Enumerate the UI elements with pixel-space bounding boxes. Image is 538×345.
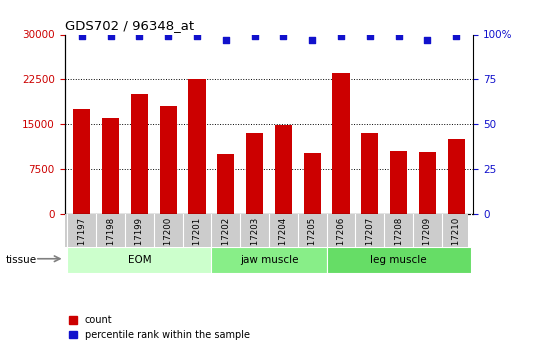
- Bar: [303, 153, 321, 214]
- Bar: [102, 118, 119, 214]
- Point: [250, 33, 259, 39]
- Point: [279, 33, 288, 39]
- Point: [135, 33, 144, 39]
- Bar: [246, 133, 263, 214]
- Bar: [73, 109, 90, 214]
- Text: EOM: EOM: [128, 255, 151, 265]
- Text: GSM17197: GSM17197: [77, 217, 86, 264]
- Point: [452, 33, 461, 39]
- Point: [337, 33, 345, 39]
- Bar: [217, 154, 235, 214]
- Point: [193, 33, 201, 39]
- Text: GSM17199: GSM17199: [135, 217, 144, 264]
- Bar: [275, 125, 292, 214]
- Text: GSM17204: GSM17204: [279, 217, 288, 264]
- Text: GSM17208: GSM17208: [394, 217, 403, 264]
- Text: GSM17207: GSM17207: [365, 217, 374, 264]
- Point: [308, 37, 316, 43]
- Text: GSM17203: GSM17203: [250, 217, 259, 264]
- Point: [394, 33, 403, 39]
- Point: [365, 33, 374, 39]
- Text: GSM17198: GSM17198: [106, 217, 115, 264]
- Point: [423, 37, 431, 43]
- Bar: [419, 152, 436, 214]
- Text: GSM17201: GSM17201: [193, 217, 202, 264]
- Point: [107, 33, 115, 39]
- Text: GSM17210: GSM17210: [452, 217, 461, 264]
- Text: tissue: tissue: [5, 256, 37, 265]
- Text: GSM17200: GSM17200: [164, 217, 173, 264]
- Bar: [211, 247, 327, 273]
- Text: leg muscle: leg muscle: [370, 255, 427, 265]
- Text: GSM17205: GSM17205: [308, 217, 317, 264]
- Bar: [67, 247, 211, 273]
- Bar: [188, 79, 206, 214]
- Point: [222, 37, 230, 43]
- Text: GSM17209: GSM17209: [423, 217, 432, 264]
- Point: [164, 33, 173, 39]
- Bar: [361, 133, 378, 214]
- Bar: [332, 73, 350, 214]
- Bar: [390, 151, 407, 214]
- Text: GDS702 / 96348_at: GDS702 / 96348_at: [65, 19, 194, 32]
- Bar: [448, 139, 465, 214]
- Legend: count, percentile rank within the sample: count, percentile rank within the sample: [69, 315, 250, 340]
- Text: jaw muscle: jaw muscle: [240, 255, 298, 265]
- Bar: [131, 94, 148, 214]
- Bar: [327, 247, 471, 273]
- Point: [77, 33, 86, 39]
- Bar: [160, 106, 177, 214]
- Text: GSM17202: GSM17202: [221, 217, 230, 264]
- Text: GSM17206: GSM17206: [336, 217, 345, 264]
